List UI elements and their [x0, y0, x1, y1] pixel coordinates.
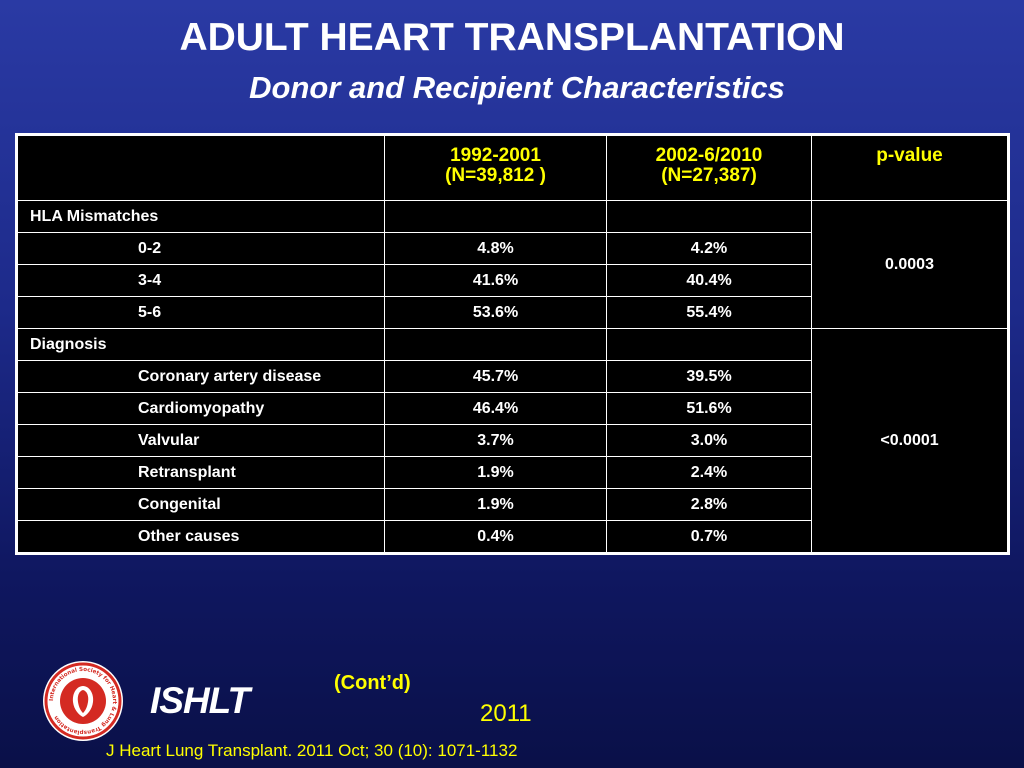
table-row: Cardiomyopathy 46.4% 51.6% [16, 392, 1009, 425]
slide-subtitle: Donor and Recipient Characteristics [249, 70, 785, 105]
value-period-1: 53.6% [384, 296, 607, 329]
row-label: Coronary artery disease [16, 360, 385, 393]
ishlt-brand: ISHLT [150, 680, 250, 721]
table-row: 5-6 53.6% 55.4% [16, 296, 1009, 329]
value-period-1: 1.9% [384, 456, 607, 489]
value-period-1: 45.7% [384, 360, 607, 393]
continued-label: (Cont’d) [334, 672, 411, 694]
group-label-hla: HLA Mismatches [16, 200, 385, 233]
value-period-1: 41.6% [384, 264, 607, 297]
header-period-1-years: 1992-2001 [450, 145, 541, 166]
table-row: Retransplant 1.9% 2.4% [16, 456, 1009, 489]
p-value-hla: 0.0003 [811, 200, 1009, 329]
value-period-2: 2.8% [606, 488, 812, 521]
header-p-value: p-value [811, 134, 1009, 201]
header-period-2-years: 2002-6/2010 [655, 145, 763, 166]
header-p-value-label: p-value [876, 145, 943, 166]
group-label-diagnosis: Diagnosis [16, 328, 385, 361]
value-period-2: 40.4% [606, 264, 812, 297]
value-period-2: 4.2% [606, 232, 812, 265]
value-period-1: 46.4% [384, 392, 607, 425]
row-label: 3-4 [16, 264, 385, 297]
slide-title: ADULT HEART TRANSPLANTATION [179, 16, 845, 59]
group-row-hla: HLA Mismatches 0.0003 [16, 200, 1009, 329]
row-label: Other causes [16, 520, 385, 554]
value-period-2: 3.0% [606, 424, 812, 457]
header-period-2-n: (N=27,387) [661, 165, 757, 186]
empty-cell [384, 200, 607, 233]
row-label: 0-2 [16, 232, 385, 265]
row-label: Retransplant [16, 456, 385, 489]
empty-cell [606, 200, 812, 233]
group-row-diagnosis: Diagnosis <0.0001 [16, 328, 1009, 554]
ishlt-logo-icon: International Society for Heart & Lung T… [43, 661, 123, 741]
header-period-1: 1992-2001 (N=39,812 ) [384, 134, 607, 201]
p-value-diagnosis: <0.0001 [811, 328, 1009, 554]
year-label: 2011 [480, 700, 532, 727]
value-period-2: 39.5% [606, 360, 812, 393]
citation: J Heart Lung Transplant. 2011 Oct; 30 (1… [106, 741, 518, 760]
value-period-2: 55.4% [606, 296, 812, 329]
empty-cell [384, 328, 607, 361]
row-label: Congenital [16, 488, 385, 521]
value-period-1: 3.7% [384, 424, 607, 457]
table-row: Valvular 3.7% 3.0% [16, 424, 1009, 457]
row-label: Valvular [16, 424, 385, 457]
value-period-2: 0.7% [606, 520, 812, 554]
table-row: Coronary artery disease 45.7% 39.5% [16, 360, 1009, 393]
header-empty [16, 134, 385, 201]
header-row: 1992-2001 (N=39,812 ) 2002-6/2010 (N=27,… [16, 134, 1009, 201]
table-row: Other causes 0.4% 0.7% [16, 520, 1009, 554]
value-period-2: 51.6% [606, 392, 812, 425]
empty-cell [606, 328, 812, 361]
table-row: 3-4 41.6% 40.4% [16, 264, 1009, 297]
characteristics-table: 1992-2001 (N=39,812 ) 2002-6/2010 (N=27,… [15, 133, 1010, 555]
header-period-1-n: (N=39,812 ) [445, 165, 546, 186]
header-period-2: 2002-6/2010 (N=27,387) [606, 134, 812, 201]
value-period-1: 4.8% [384, 232, 607, 265]
value-period-1: 0.4% [384, 520, 607, 554]
table-row: Congenital 1.9% 2.8% [16, 488, 1009, 521]
table-row: 0-2 4.8% 4.2% [16, 232, 1009, 265]
value-period-2: 2.4% [606, 456, 812, 489]
value-period-1: 1.9% [384, 488, 607, 521]
row-label: 5-6 [16, 296, 385, 329]
row-label: Cardiomyopathy [16, 392, 385, 425]
